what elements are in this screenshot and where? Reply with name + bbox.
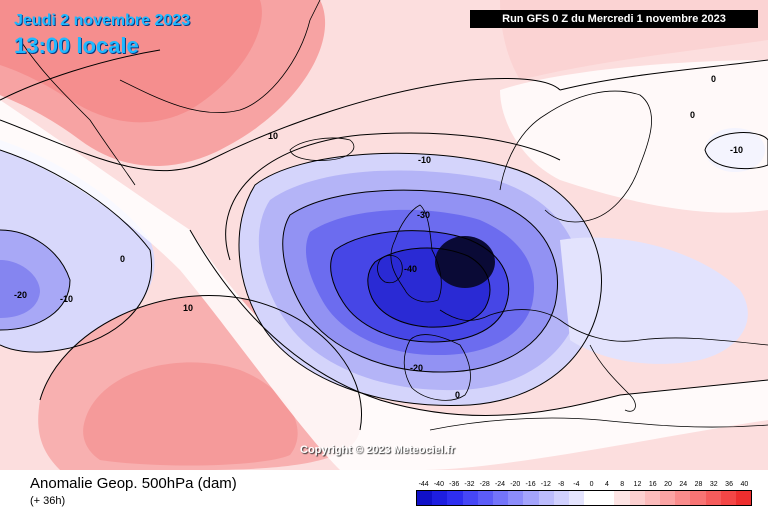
contour-m40 xyxy=(367,247,491,328)
iceland-coast xyxy=(289,137,355,161)
legend-swatch xyxy=(492,491,509,505)
legend-swatch xyxy=(735,491,752,505)
legend-tick-label: -40 xyxy=(433,481,444,488)
legend-ticks: -44 -40 -36 -32 -28 -24 -20 -16 -12 -8 -4 0 4 8 12 16 20… xyxy=(416,480,752,490)
legend-swatch xyxy=(614,491,630,505)
legend-bar xyxy=(416,490,752,506)
anomaly-map: 10 -10 -30 -40 -20 0 0 -20 -10 10 0 0 -1… xyxy=(0,0,768,470)
contour-m10 xyxy=(238,152,602,407)
label-m40: -40 xyxy=(404,264,417,274)
greenland-coast xyxy=(19,0,321,186)
legend-tick-label: -8 xyxy=(557,481,565,488)
legend-swatch xyxy=(720,491,736,505)
label-m20-iberia: -20 xyxy=(410,363,423,373)
legend-swatch xyxy=(432,491,448,505)
legend-tick-label: -32 xyxy=(464,481,475,488)
legend-tick-label: 24 xyxy=(679,481,688,488)
legend-tick-label: -36 xyxy=(449,481,460,488)
legend-tick-label: 16 xyxy=(648,481,657,488)
legend-swatch xyxy=(599,491,615,505)
label-m10-russia: -10 xyxy=(730,145,743,155)
contour-0-west xyxy=(0,149,152,353)
label-m10-west: -10 xyxy=(60,294,73,304)
legend-tick-label: 32 xyxy=(709,481,718,488)
legend-swatch xyxy=(584,491,600,505)
legend-tick-label: 4 xyxy=(604,481,609,488)
legend-tick-label: 12 xyxy=(633,481,642,488)
contour-10-south xyxy=(39,295,362,431)
color-legend: -44 -40 -36 -32 -28 -24 -20 -16 -12 -8 -4 0 4 8 12 16 20… xyxy=(416,480,752,506)
italy-coast xyxy=(589,344,636,412)
run-info: Run GFS 0 Z du Mercredi 1 novembre 2023 xyxy=(470,10,758,28)
legend-tick-label: 0 xyxy=(589,481,594,488)
legend-swatch xyxy=(447,491,463,505)
forecast-time: 13:00 locale xyxy=(14,33,139,58)
label-10-south: 10 xyxy=(183,303,193,313)
legend-swatch xyxy=(477,491,493,505)
contour-lines xyxy=(0,49,768,431)
legend-swatch xyxy=(417,491,433,505)
contour-10-top xyxy=(0,49,161,101)
forecast-date: Jeudi 2 novembre 2023 xyxy=(14,12,191,29)
contour-10-greenland xyxy=(0,78,561,172)
legend-swatch xyxy=(462,491,478,505)
greenland-high-inner xyxy=(0,0,262,123)
contour-m10-west xyxy=(0,229,71,331)
contour-0-outer xyxy=(225,132,561,261)
legend-swatch xyxy=(675,491,691,505)
east-blue xyxy=(560,237,748,364)
label-m10-atlantic: -10 xyxy=(418,155,431,165)
legend-tick-label: -20 xyxy=(510,481,521,488)
legend-swatch xyxy=(705,491,721,505)
label-0-finland: 0 xyxy=(711,74,716,84)
legend-tick-label: 36 xyxy=(725,481,733,488)
forecast-lead: (+ 36h) xyxy=(30,495,66,507)
label-0-left: 0 xyxy=(120,254,125,264)
legend-swatch xyxy=(629,491,645,505)
label-10-greenland: 10 xyxy=(268,131,278,141)
label-0-scandinavia: 0 xyxy=(690,110,695,120)
coastlines xyxy=(19,0,768,431)
scandinavia-coast xyxy=(499,90,652,223)
legend-swatch xyxy=(568,491,585,505)
low-core xyxy=(435,236,495,288)
legend-tick-label: 20 xyxy=(664,481,672,488)
legend-swatch xyxy=(508,491,524,505)
ireland-coast xyxy=(377,255,403,284)
contour-m30 xyxy=(330,230,510,343)
map-title: Anomalie Geop. 500hPa (dam) xyxy=(30,475,237,492)
copyright: Copyright © 2023 Meteociel.fr xyxy=(300,444,455,456)
label-m20-west: -20 xyxy=(14,290,27,300)
west-low-core xyxy=(0,260,40,318)
europe-coast xyxy=(439,309,768,346)
contour-0-scand xyxy=(559,59,768,91)
contour-m10-russia xyxy=(704,132,768,170)
legend-tick-label: -28 xyxy=(479,481,490,488)
legend-tick-label: -12 xyxy=(540,481,551,488)
contour-0-south xyxy=(189,229,768,417)
label-0-biscay: 0 xyxy=(455,390,460,400)
label-m30: -30 xyxy=(417,210,430,220)
uk-coast xyxy=(390,204,442,303)
legend-tick-label: 8 xyxy=(620,481,625,488)
legend-tick-label: -16 xyxy=(525,481,536,488)
legend-swatch xyxy=(553,491,569,505)
legend-tick-label: 28 xyxy=(694,481,703,488)
contour-m20 xyxy=(282,189,558,373)
legend-swatch xyxy=(644,491,660,505)
south-high-inner xyxy=(83,362,298,466)
legend-swatch xyxy=(538,491,554,505)
legend-tick-label: -4 xyxy=(573,481,580,488)
scandinavia-neutral xyxy=(500,60,768,213)
legend-tick-label: 40 xyxy=(740,481,749,488)
legend-swatch xyxy=(690,491,706,505)
legend-swatch xyxy=(660,491,676,505)
africa-coast xyxy=(429,417,768,431)
legend-tick-label: -24 xyxy=(494,481,506,488)
legend-swatch xyxy=(523,491,539,505)
iberia-coast xyxy=(403,334,471,401)
legend-tick-label: -44 xyxy=(418,481,429,488)
